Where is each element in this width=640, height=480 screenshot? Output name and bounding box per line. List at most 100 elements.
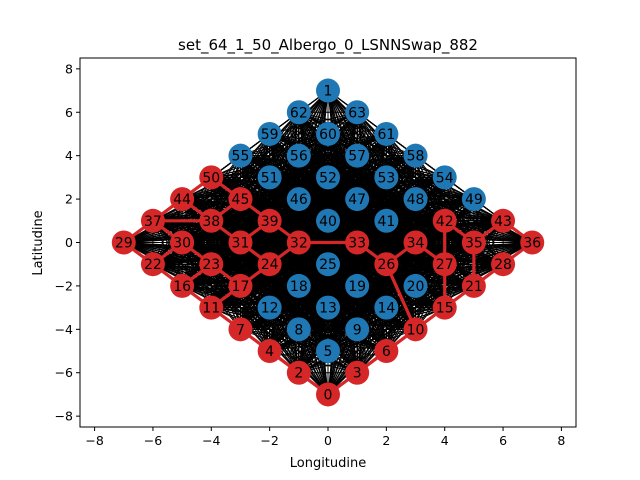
x-tick-label: 8 [557, 433, 565, 448]
node-marker [374, 121, 399, 146]
node-13: 13 [316, 295, 340, 320]
node-label: 56 [290, 149, 308, 165]
node-17: 17 [228, 273, 253, 298]
node-27: 27 [432, 252, 457, 277]
node-marker [432, 295, 457, 320]
node-label: 59 [261, 127, 279, 143]
node-42: 42 [432, 208, 457, 233]
node-label: 6 [382, 344, 391, 360]
node-29: 29 [111, 230, 136, 255]
edge [240, 155, 445, 178]
node-2: 2 [286, 360, 311, 385]
node-label: 2 [294, 366, 303, 382]
node-label: 49 [465, 192, 483, 208]
node-marker [316, 121, 340, 146]
node-marker [228, 317, 253, 342]
edge [240, 155, 329, 178]
node-6: 6 [374, 339, 399, 364]
node-label: 3 [353, 366, 362, 382]
node-label: 38 [202, 214, 220, 230]
node-label: 39 [261, 214, 279, 230]
node-marker [432, 252, 457, 277]
node-label: 5 [324, 344, 333, 360]
node-marker [374, 208, 399, 233]
node-marker [432, 165, 457, 190]
node-label: 53 [377, 170, 395, 186]
node-label: 61 [377, 127, 395, 143]
node-label: 10 [407, 322, 425, 338]
node-26: 26 [374, 252, 399, 277]
node-marker [257, 339, 282, 364]
node-label: 17 [232, 279, 250, 295]
node-marker [257, 165, 282, 190]
node-label: 63 [348, 105, 366, 121]
node-label: 43 [494, 214, 512, 230]
node-marker [461, 187, 486, 212]
node-44: 44 [170, 187, 195, 212]
x-axis-label: Longitudine [290, 456, 367, 471]
node-46: 46 [286, 187, 311, 212]
node-7: 7 [228, 317, 253, 342]
node-label: 26 [377, 257, 395, 273]
edge [327, 133, 416, 157]
node-10: 10 [403, 317, 428, 342]
edge [269, 133, 358, 157]
x-tick-label: −4 [202, 433, 220, 448]
node-marker [111, 230, 136, 255]
edge [269, 350, 358, 374]
node-label: 15 [436, 301, 454, 317]
node-marker [345, 317, 370, 342]
node-marker [345, 187, 370, 212]
node-33: 33 [345, 230, 370, 255]
node-50: 50 [199, 165, 224, 190]
node-34: 34 [403, 230, 428, 255]
edge [298, 198, 387, 222]
edge [269, 133, 416, 157]
node-label: 28 [494, 257, 512, 273]
node-15: 15 [432, 295, 457, 320]
node-label: 33 [348, 236, 366, 252]
y-tick-label: −4 [55, 322, 73, 337]
node-label: 27 [436, 257, 454, 273]
node-marker [374, 339, 399, 364]
node-marker [199, 295, 224, 320]
node-label: 25 [319, 257, 337, 273]
node-label: 34 [407, 236, 425, 252]
node-label: 1 [324, 84, 333, 100]
node-marker [286, 100, 311, 125]
node-marker [199, 252, 224, 277]
node-54: 54 [432, 165, 457, 190]
node-label: 14 [377, 301, 395, 317]
node-marker [286, 360, 311, 385]
node-label: 41 [377, 214, 395, 230]
node-43: 43 [491, 208, 516, 233]
node-marker [345, 230, 370, 255]
node-45: 45 [228, 187, 253, 212]
x-tick-label: −2 [260, 433, 278, 448]
node-marker [374, 295, 399, 320]
node-label: 32 [290, 236, 308, 252]
edge [327, 176, 474, 200]
node-49: 49 [461, 187, 486, 212]
node-marker [316, 208, 340, 233]
node-marker [520, 230, 545, 255]
node-marker [374, 165, 399, 190]
node-label: 51 [261, 170, 279, 186]
edge [269, 177, 329, 265]
node-20: 20 [403, 273, 428, 298]
node-label: 20 [407, 279, 425, 295]
edge [269, 176, 416, 200]
node-marker [228, 230, 253, 255]
x-tick-label: −8 [85, 433, 103, 448]
node-label: 22 [144, 257, 162, 273]
node-label: 11 [202, 301, 220, 317]
node-16: 16 [170, 273, 195, 298]
node-18: 18 [286, 273, 311, 298]
node-label: 30 [173, 236, 191, 252]
node-label: 40 [319, 214, 337, 230]
node-57: 57 [345, 143, 370, 168]
node-55: 55 [228, 143, 253, 168]
edge [211, 307, 329, 352]
node-label: 13 [319, 301, 337, 317]
